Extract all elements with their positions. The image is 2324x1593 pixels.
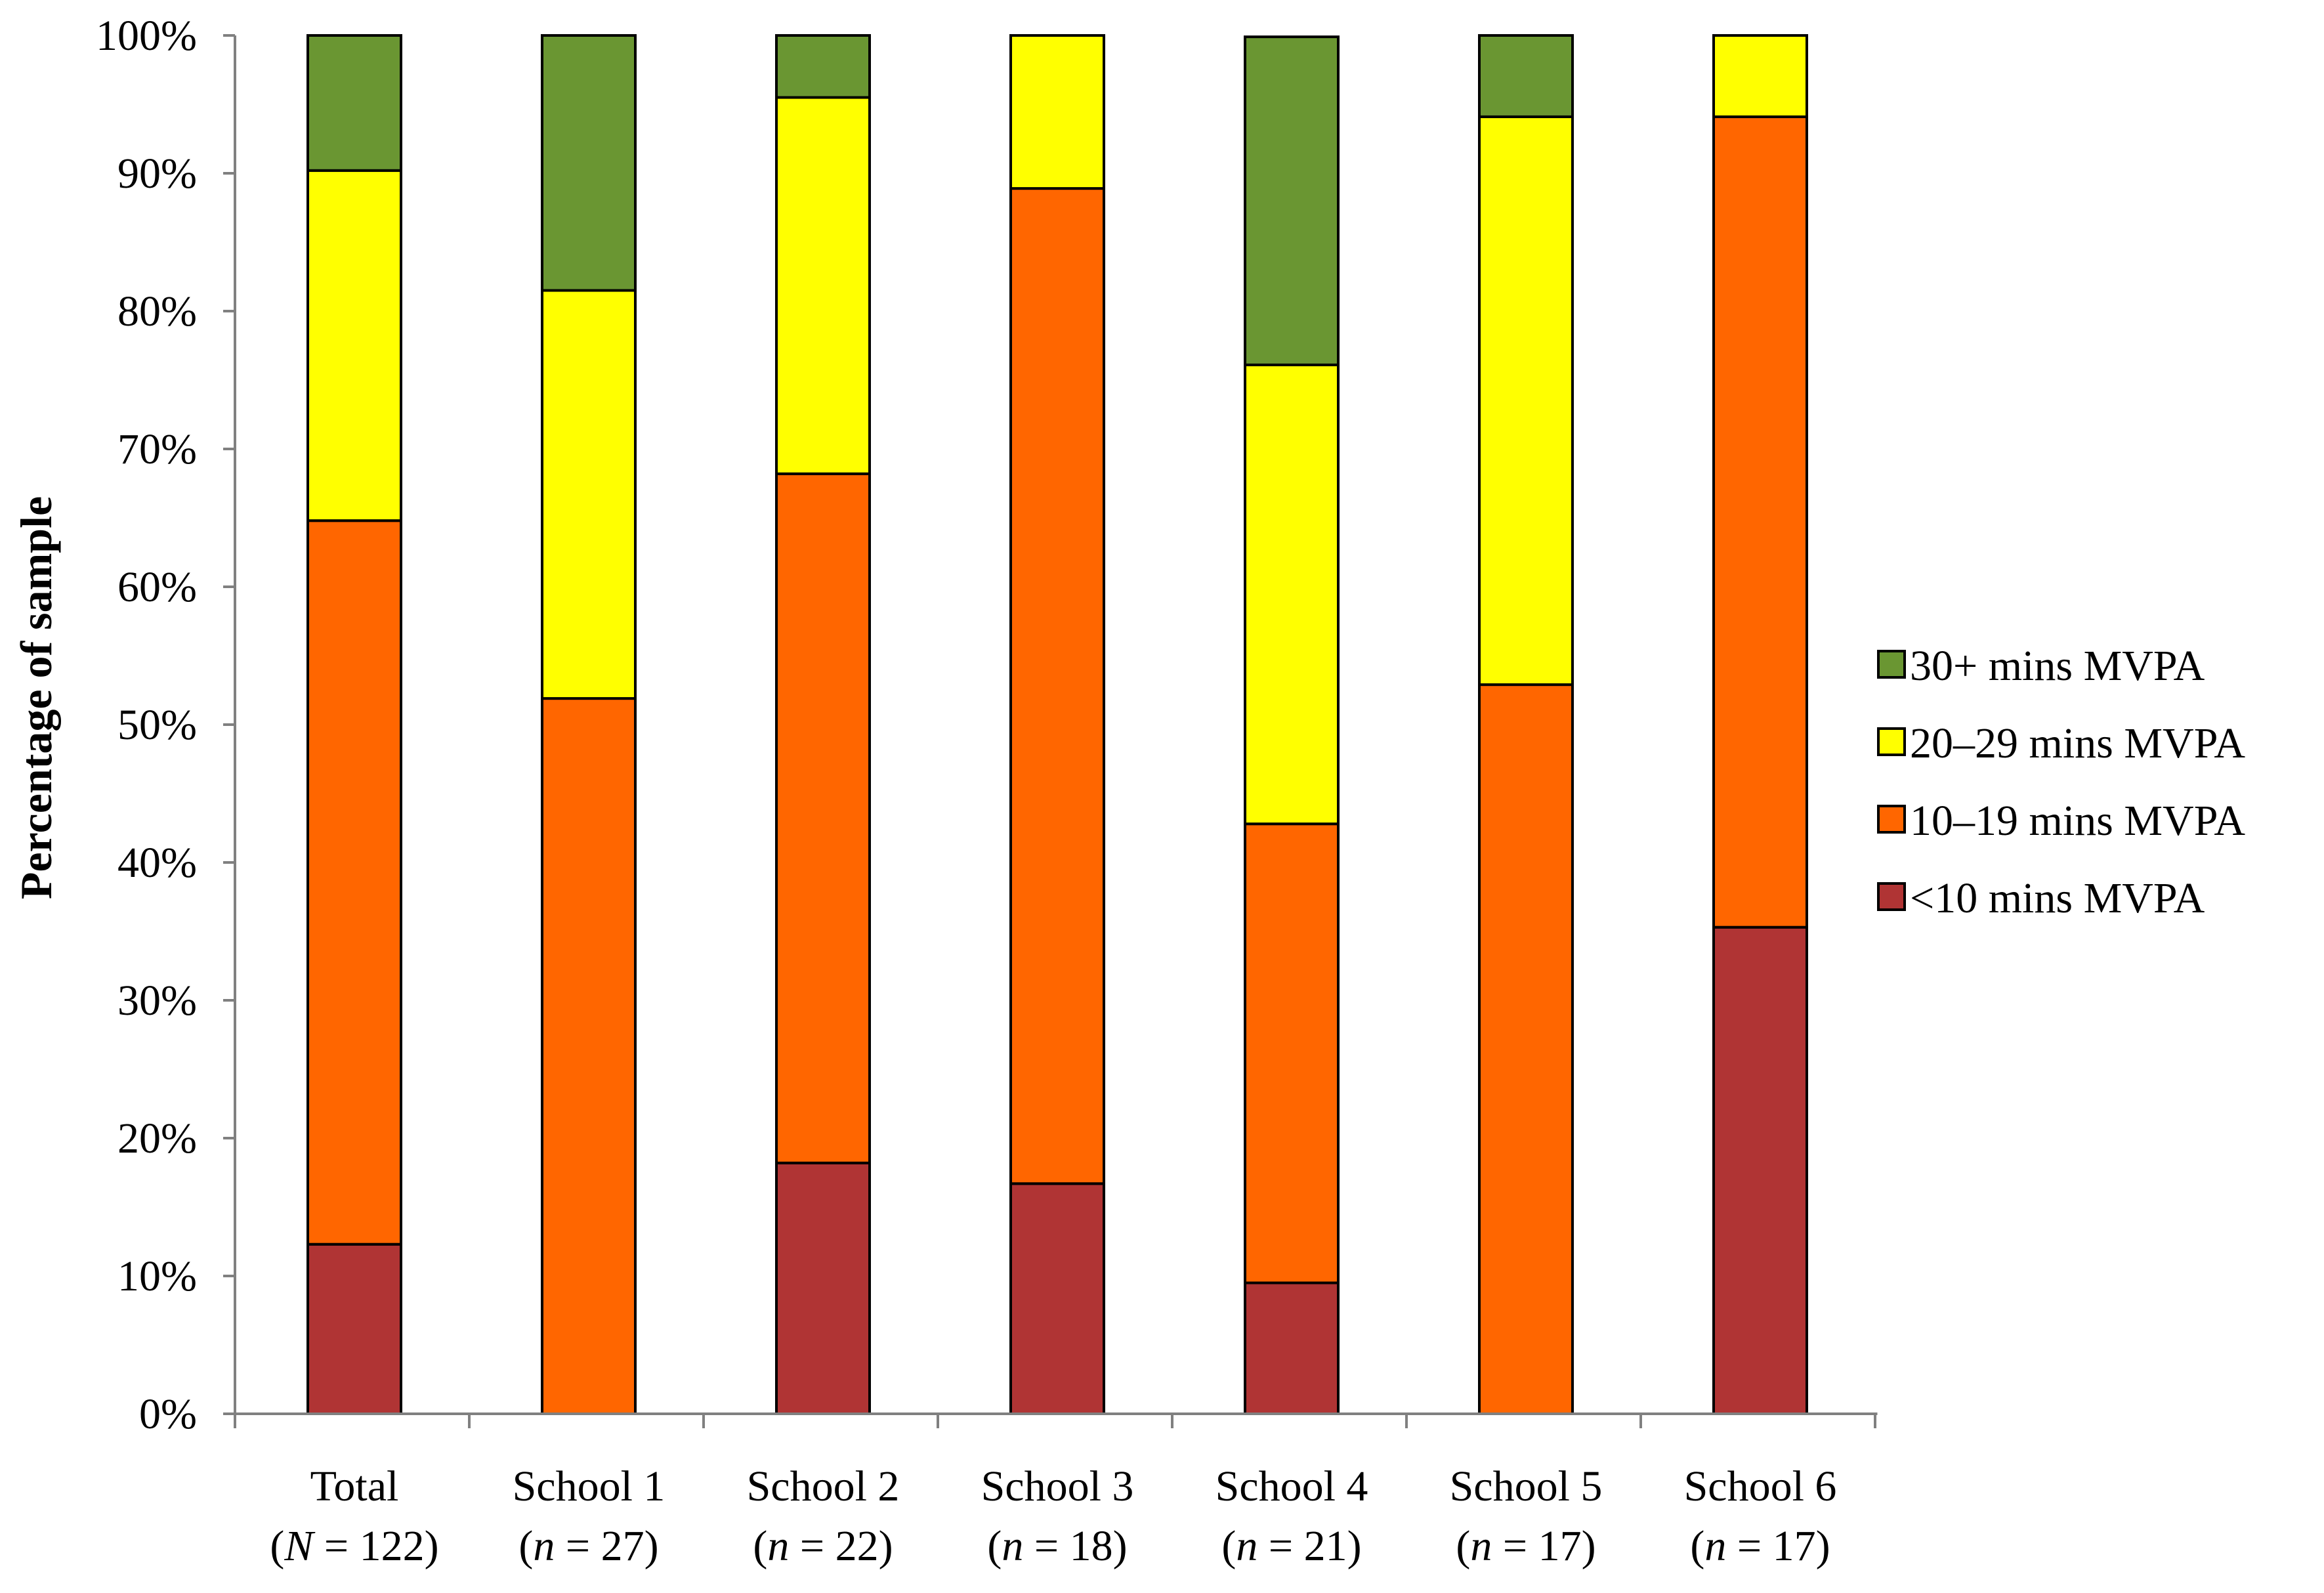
- bar-segment-school-2-series-0: [775, 1161, 871, 1416]
- legend-label: 10–19 mins MVPA: [1910, 797, 2245, 845]
- legend-swatch: [1877, 882, 1906, 911]
- y-tick-label: 70%: [117, 425, 197, 473]
- x-category-n-label: (n = 17): [1690, 1522, 1830, 1570]
- x-category-label: Total: [310, 1462, 399, 1510]
- y-tick-label: 10%: [117, 1252, 197, 1300]
- x-category-label: School 6: [1684, 1462, 1837, 1510]
- bar-segment-school-6-series-0: [1712, 925, 1808, 1415]
- x-category-label: School 2: [747, 1462, 900, 1510]
- bar-segment-total-series-1: [306, 519, 402, 1246]
- y-tick-label: 40%: [117, 839, 197, 887]
- x-category-n-label: (n = 22): [753, 1522, 893, 1570]
- x-category-n-label: (N = 122): [270, 1522, 438, 1570]
- bar-segment-total-series-3: [306, 34, 402, 172]
- x-category-labels: Total (N = 122) School 1 (n = 27) School 2 (n…: [270, 1462, 1836, 1570]
- y-tick-label: 60%: [117, 563, 197, 611]
- x-category-label: School 3: [981, 1462, 1134, 1510]
- y-tick-label: 80%: [117, 287, 197, 335]
- x-category-label: School 5: [1450, 1462, 1603, 1510]
- legend-swatch: [1877, 805, 1906, 834]
- legend: 30+ mins MVPA 20–29 mins MVPA 10–19 mins M…: [1877, 642, 2245, 922]
- bar-segment-school-5-series-1: [1478, 683, 1574, 1415]
- y-tick-label: 90%: [117, 150, 197, 198]
- bar-segment-school-4-series-3: [1244, 35, 1340, 366]
- bars-layer: [306, 34, 1808, 1416]
- bar-segment-school-5-series-3: [1478, 34, 1574, 118]
- bar-segment-school-1-series-3: [541, 34, 637, 292]
- x-category-n-label: (n = 17): [1456, 1522, 1595, 1570]
- bar-segment-school-5-series-2: [1478, 115, 1574, 687]
- bar-segment-total-series-0: [306, 1243, 402, 1415]
- y-tick-label: 30%: [117, 977, 197, 1025]
- y-tick-label: 100%: [96, 12, 197, 60]
- bar-segment-school-6-series-1: [1712, 115, 1808, 929]
- legend-label: 20–29 mins MVPA: [1910, 719, 2245, 767]
- y-tick-label: 20%: [117, 1115, 197, 1162]
- legend-label: 30+ mins MVPA: [1910, 642, 2205, 690]
- bar-segment-school-4-series-1: [1244, 822, 1340, 1285]
- bar-segment-school-2-series-2: [775, 96, 871, 475]
- bar-segment-school-3-series-2: [1009, 34, 1105, 190]
- y-tick-labels: 0% 10% 20% 30% 40% 50% 60% 70% 80% 90% 100%: [96, 12, 197, 1438]
- bar-segment-school-6-series-2: [1712, 34, 1808, 118]
- legend-swatch: [1877, 650, 1906, 679]
- bar-segment-school-4-series-2: [1244, 363, 1340, 826]
- x-category-n-label: (n = 18): [987, 1522, 1127, 1570]
- bar-segment-school-3-series-1: [1009, 187, 1105, 1185]
- bar-segment-school-1-series-1: [541, 697, 637, 1415]
- bar-segment-school-4-series-0: [1244, 1281, 1340, 1415]
- y-tick-label: 0%: [139, 1390, 197, 1438]
- x-category-label: School 4: [1215, 1462, 1368, 1510]
- bar-segment-school-1-series-2: [541, 289, 637, 700]
- legend-label: <10 mins MVPA: [1910, 874, 2205, 922]
- x-category-n-label: (n = 21): [1221, 1522, 1361, 1570]
- y-axis-label: Percentage of sample: [11, 496, 61, 899]
- y-tick-label: 50%: [117, 701, 197, 749]
- bar-segment-school-2-series-3: [775, 34, 871, 99]
- legend-swatch: [1877, 727, 1906, 756]
- bar-segment-school-3-series-0: [1009, 1182, 1105, 1416]
- x-category-label: School 1: [513, 1462, 666, 1510]
- axes-layer: [223, 34, 1878, 1428]
- x-category-n-label: (n = 27): [518, 1522, 658, 1570]
- bar-segment-school-2-series-1: [775, 472, 871, 1164]
- bar-segment-total-series-2: [306, 169, 402, 522]
